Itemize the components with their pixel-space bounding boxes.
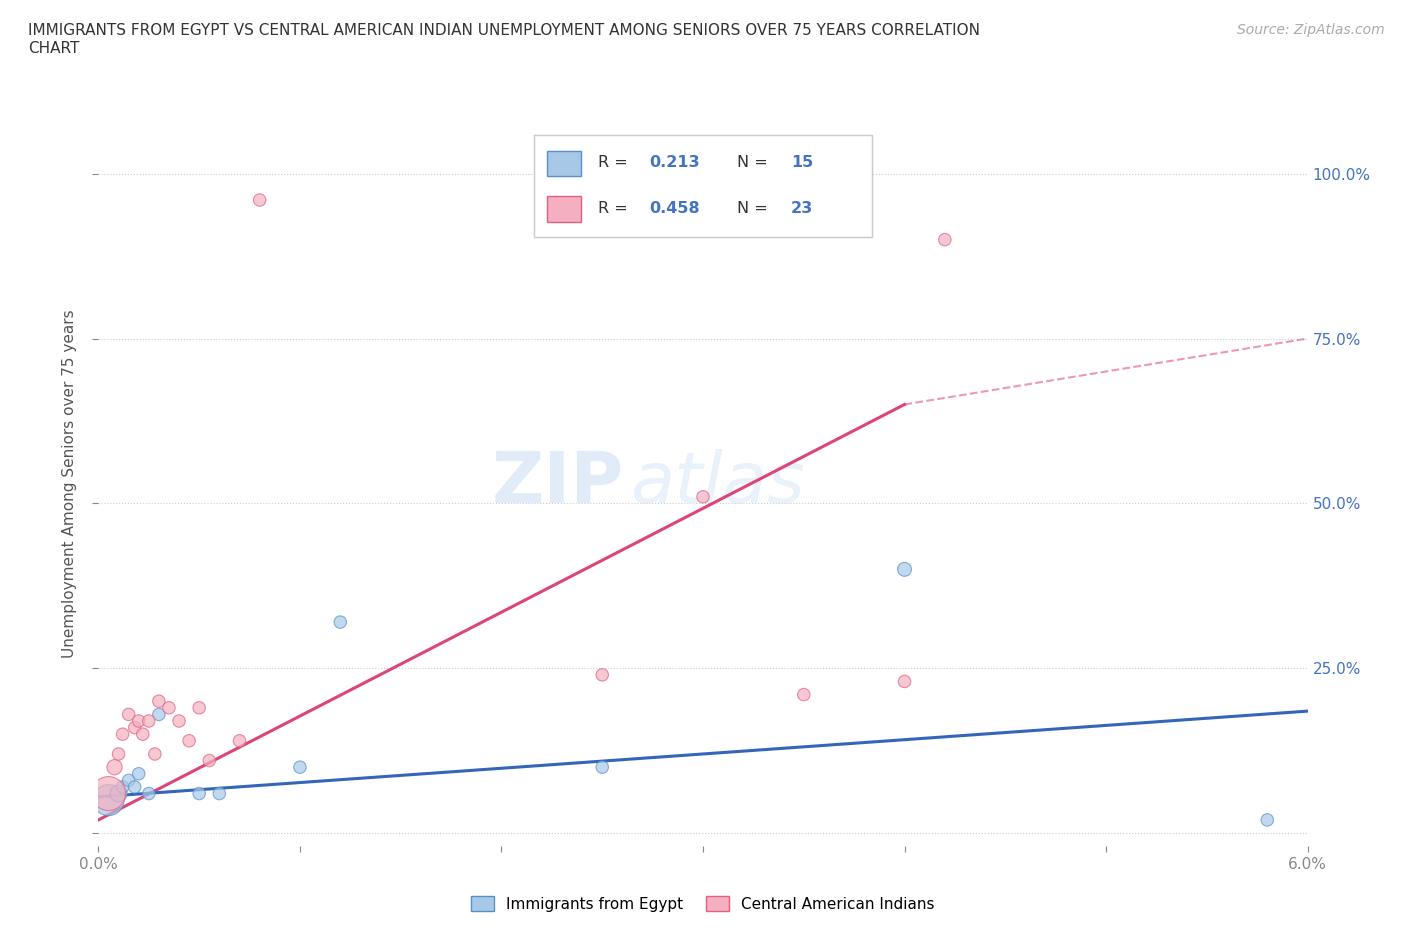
- Point: [143, 747, 166, 762]
- Point: [1256, 813, 1278, 828]
- Point: [188, 786, 211, 801]
- Point: [893, 674, 915, 689]
- Point: [208, 786, 231, 801]
- Point: [288, 760, 311, 775]
- Point: [107, 786, 129, 801]
- Point: [111, 779, 134, 794]
- Point: [228, 734, 250, 749]
- Point: [97, 786, 120, 801]
- Point: [128, 713, 150, 728]
- Point: [97, 792, 120, 807]
- Point: [198, 753, 221, 768]
- Point: [148, 707, 170, 722]
- Point: [249, 193, 271, 207]
- Point: [118, 707, 141, 722]
- Text: ZIP: ZIP: [492, 449, 624, 518]
- Point: [793, 687, 815, 702]
- Point: [188, 700, 211, 715]
- Point: [138, 786, 160, 801]
- Point: [132, 726, 155, 741]
- Point: [103, 760, 125, 775]
- Point: [692, 489, 714, 504]
- Legend: Immigrants from Egypt, Central American Indians: Immigrants from Egypt, Central American …: [465, 890, 941, 918]
- Point: [128, 766, 150, 781]
- Point: [934, 232, 956, 247]
- Point: [591, 668, 613, 683]
- Point: [118, 773, 141, 788]
- Point: [107, 747, 129, 762]
- Point: [124, 779, 146, 794]
- Point: [111, 726, 134, 741]
- Point: [124, 720, 146, 735]
- Point: [591, 760, 613, 775]
- Point: [893, 562, 915, 577]
- Point: [157, 700, 180, 715]
- Point: [138, 713, 160, 728]
- Point: [148, 694, 170, 709]
- Point: [167, 713, 190, 728]
- Text: atlas: atlas: [630, 449, 806, 518]
- Text: Source: ZipAtlas.com: Source: ZipAtlas.com: [1237, 23, 1385, 37]
- Text: IMMIGRANTS FROM EGYPT VS CENTRAL AMERICAN INDIAN UNEMPLOYMENT AMONG SENIORS OVER: IMMIGRANTS FROM EGYPT VS CENTRAL AMERICA…: [28, 23, 980, 56]
- Point: [179, 734, 201, 749]
- Point: [329, 615, 352, 630]
- Y-axis label: Unemployment Among Seniors over 75 years: Unemployment Among Seniors over 75 years: [62, 310, 77, 658]
